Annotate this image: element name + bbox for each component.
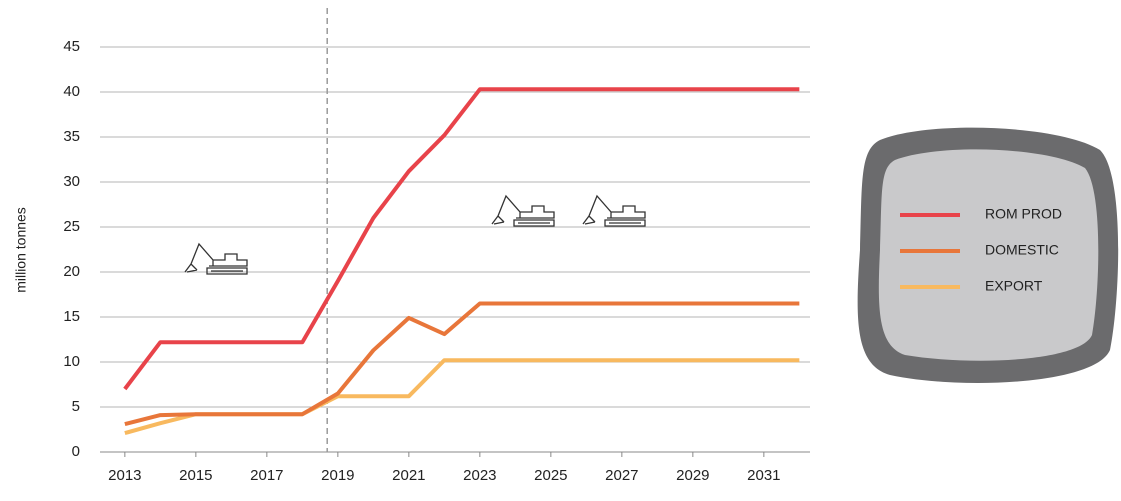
y-tick-label: 20 [63,263,80,280]
x-tick-label: 2027 [605,467,638,484]
series-line [123,87,800,391]
legend-label: EXPORT [985,278,1043,294]
y-tick-label: 5 [72,398,80,415]
series-line [124,358,800,436]
y-tick-label: 0 [72,443,80,460]
y-tick-label: 15 [63,308,80,325]
x-tick-label: 2025 [534,467,567,484]
x-tick-label: 2015 [179,467,212,484]
legend-label: DOMESTIC [985,242,1059,258]
x-tick-label: 2013 [108,467,141,484]
legend-label: ROM PROD [985,206,1062,222]
y-tick-label: 10 [63,353,80,370]
x-tick-label: 2023 [463,467,496,484]
x-tick-label: 2019 [321,467,354,484]
y-tick-label: 30 [63,173,80,190]
series-line [124,301,800,427]
legend-inner [878,149,1099,361]
x-tick-label: 2029 [676,467,709,484]
y-axis-label: million tonnes [13,207,29,293]
y-tick-label: 25 [63,218,80,235]
x-tick-label: 2021 [392,467,425,484]
x-tick-label: 2017 [250,467,283,484]
x-tick-label: 2031 [747,467,780,484]
y-tick-label: 35 [63,128,80,145]
y-tick-label: 45 [63,38,80,55]
excavator-icons [184,194,646,275]
y-tick-label: 40 [63,83,80,100]
